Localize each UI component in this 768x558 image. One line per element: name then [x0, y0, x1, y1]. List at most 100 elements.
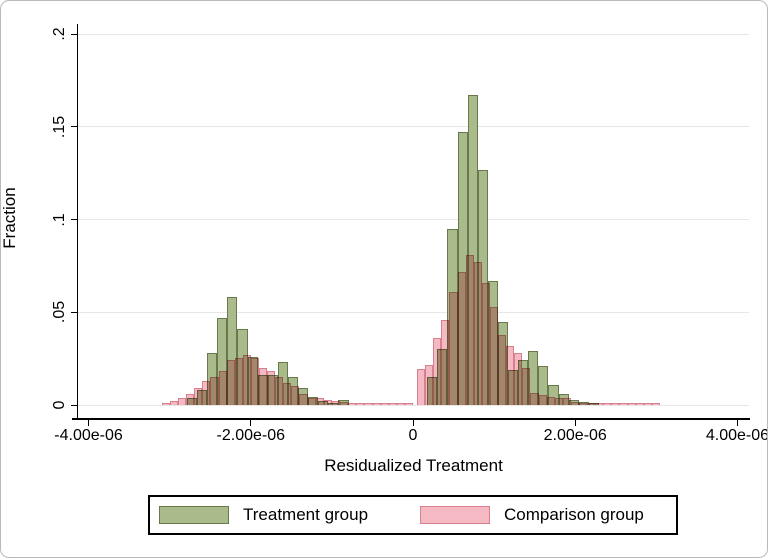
- y-tick-label: .2: [51, 27, 68, 41]
- histogram-bar: [161, 402, 170, 405]
- histogram-bar: [506, 345, 515, 405]
- histogram-bar: [498, 334, 507, 405]
- x-tick: [88, 419, 90, 426]
- y-tick-label: .15: [51, 115, 68, 139]
- y-tick-label: .05: [51, 301, 68, 324]
- histogram-bar: [178, 397, 187, 405]
- histogram-bar: [259, 368, 268, 405]
- histogram-bar: [372, 403, 381, 405]
- histogram-bar: [234, 357, 243, 405]
- histogram-bar: [364, 403, 373, 405]
- histogram-bar: [242, 355, 251, 405]
- histogram-bar: [283, 382, 292, 405]
- histogram-bar: [441, 319, 450, 405]
- histogram-bar: [489, 306, 499, 405]
- x-tick: [250, 419, 252, 426]
- histogram-bar: [315, 398, 324, 405]
- histogram-bar: [603, 402, 612, 405]
- histogram-bar: [538, 366, 549, 405]
- histogram-bar: [619, 402, 628, 405]
- histogram-bar: [546, 396, 555, 405]
- y-axis-line: [76, 24, 78, 420]
- histogram-bar: [275, 377, 284, 405]
- histogram-bar: [202, 380, 211, 405]
- y-tick: [70, 219, 77, 221]
- y-axis-title: Fraction: [0, 187, 19, 249]
- y-gridline: [78, 33, 749, 35]
- histogram-bar: [579, 402, 588, 405]
- histogram-bar: [250, 357, 260, 405]
- y-gridline: [78, 126, 749, 128]
- histogram-bar: [473, 262, 482, 405]
- x-tick-label: -2.00e-06: [216, 427, 286, 444]
- histogram-bar: [348, 402, 357, 405]
- histogram-bar: [522, 367, 531, 405]
- histogram-bar: [169, 400, 179, 405]
- x-tick: [574, 419, 576, 426]
- legend-label-treatment: Treatment group: [243, 505, 369, 524]
- histogram-bar: [396, 403, 405, 405]
- histogram-bar: [307, 398, 316, 405]
- histogram-bar: [627, 402, 636, 405]
- histogram-bar: [227, 297, 238, 405]
- y-tick: [70, 126, 77, 128]
- histogram-bar: [611, 402, 620, 405]
- histogram-bar: [218, 370, 227, 405]
- histogram-bar: [514, 353, 523, 405]
- histogram-bar: [554, 397, 563, 405]
- x-tick-label: 4.00e-06: [705, 427, 768, 444]
- legend-box: Treatment group Comparison group: [148, 495, 678, 535]
- x-axis-title: Residualized Treatment: [324, 456, 503, 475]
- treatment-group-swatch-icon: [159, 506, 229, 524]
- histogram-bar: [651, 402, 660, 405]
- x-tick-label: 0: [408, 427, 418, 444]
- histogram-bar: [467, 95, 478, 405]
- histogram-bar: [481, 282, 490, 405]
- histogram-bar: [643, 402, 652, 405]
- histogram-bar: [226, 359, 235, 405]
- y-tick: [70, 33, 77, 35]
- histogram-bar: [356, 403, 365, 405]
- histogram-bar: [465, 254, 474, 405]
- histogram-bar: [210, 376, 219, 405]
- histogram-bar: [417, 368, 426, 405]
- histogram-bar: [433, 338, 442, 405]
- y-tick-label: .1: [51, 212, 68, 227]
- histogram-bar: [291, 386, 300, 405]
- y-tick: [70, 311, 77, 313]
- y-gridline: [78, 311, 749, 313]
- y-gridline: [78, 404, 749, 406]
- histogram-bar: [449, 291, 458, 405]
- histogram-bar: [570, 401, 580, 405]
- histogram-bar: [635, 402, 644, 405]
- histogram-bar: [538, 395, 547, 405]
- histogram-bar: [323, 399, 332, 405]
- legend-label-comparison: Comparison group: [504, 505, 644, 524]
- histogram-bar: [267, 370, 276, 405]
- histogram-bar: [194, 388, 203, 405]
- y-tick: [70, 404, 77, 406]
- x-axis-line: [72, 418, 750, 420]
- histogram-bar: [587, 402, 596, 405]
- histogram-bar: [339, 402, 349, 405]
- histogram-bar: [186, 393, 195, 405]
- x-tick-label: -4.00e-06: [54, 427, 123, 444]
- histogram-bar: [548, 384, 559, 405]
- histogram-bar: [595, 402, 604, 405]
- x-tick: [412, 419, 414, 426]
- histogram-bar: [388, 403, 397, 405]
- histogram-bar: [425, 365, 434, 405]
- y-tick-label: 0: [51, 400, 68, 410]
- x-tick: [736, 419, 738, 426]
- comparison-group-swatch-icon: [420, 506, 490, 524]
- histogram-bar: [299, 393, 308, 405]
- histogram-bar: [530, 392, 539, 405]
- histogram-bar: [380, 403, 389, 405]
- histogram-bar: [404, 403, 413, 405]
- x-tick-label: 2.00e-06: [543, 427, 607, 444]
- y-gridline: [78, 219, 749, 221]
